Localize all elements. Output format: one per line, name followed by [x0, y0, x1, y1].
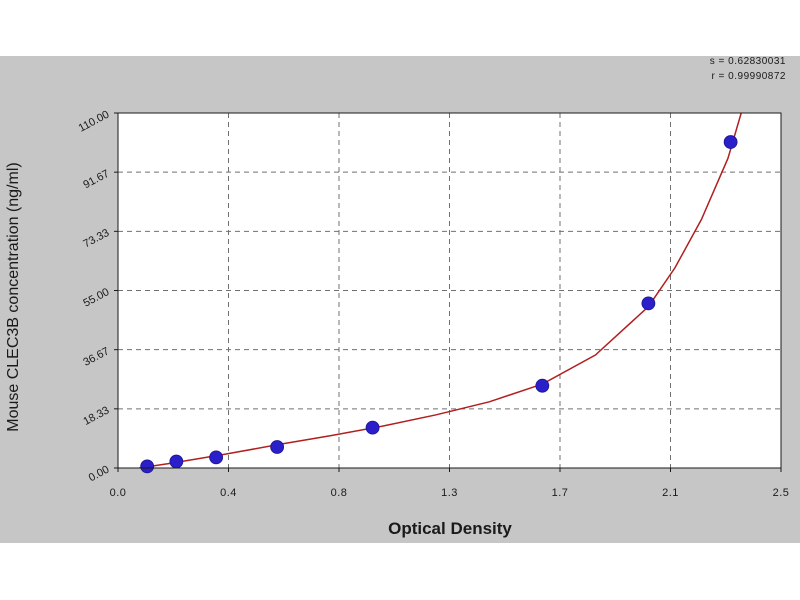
x-tick-label: 0.4: [220, 487, 237, 499]
curve-layer: [139, 113, 742, 468]
data-point: [535, 378, 550, 393]
data-point: [270, 440, 285, 454]
x-tick-label: 0.8: [331, 487, 348, 499]
top-margin: [0, 0, 800, 56]
x-tick-label: 0.0: [110, 487, 127, 499]
data-point: [365, 420, 380, 435]
fit-curve: [139, 113, 742, 468]
data-point: [641, 296, 656, 311]
data-point: [723, 135, 738, 149]
y-tick-label: 18.33: [81, 404, 111, 428]
point-layer: [140, 135, 738, 474]
fit-s-value: s = 0.62830031: [709, 56, 786, 67]
x-tick-label: 2.5: [773, 487, 790, 499]
x-tick-label: 2.1: [662, 487, 679, 499]
grid-layer: [118, 113, 781, 468]
y-tick-label: 36.67: [81, 345, 111, 369]
y-tick-label: 0.00: [87, 464, 112, 485]
y-tick-label: 73.33: [81, 227, 111, 251]
y-tick-label: 110.00: [77, 109, 112, 135]
y-tick-label: 91.67: [81, 168, 111, 192]
data-point: [140, 459, 155, 474]
x-tick-label: 1.3: [441, 487, 458, 499]
data-point: [209, 450, 224, 465]
data-point: [169, 454, 184, 469]
x-axis-title: Optical Density: [388, 519, 512, 538]
fit-r-value: r = 0.99990872: [711, 71, 786, 82]
x-tick-label: 1.7: [552, 487, 569, 499]
y-axis-title: Mouse CLEC3B concentration (ng/ml): [5, 162, 22, 432]
bottom-margin: [0, 543, 800, 600]
y-tick-label: 55.00: [81, 286, 111, 310]
